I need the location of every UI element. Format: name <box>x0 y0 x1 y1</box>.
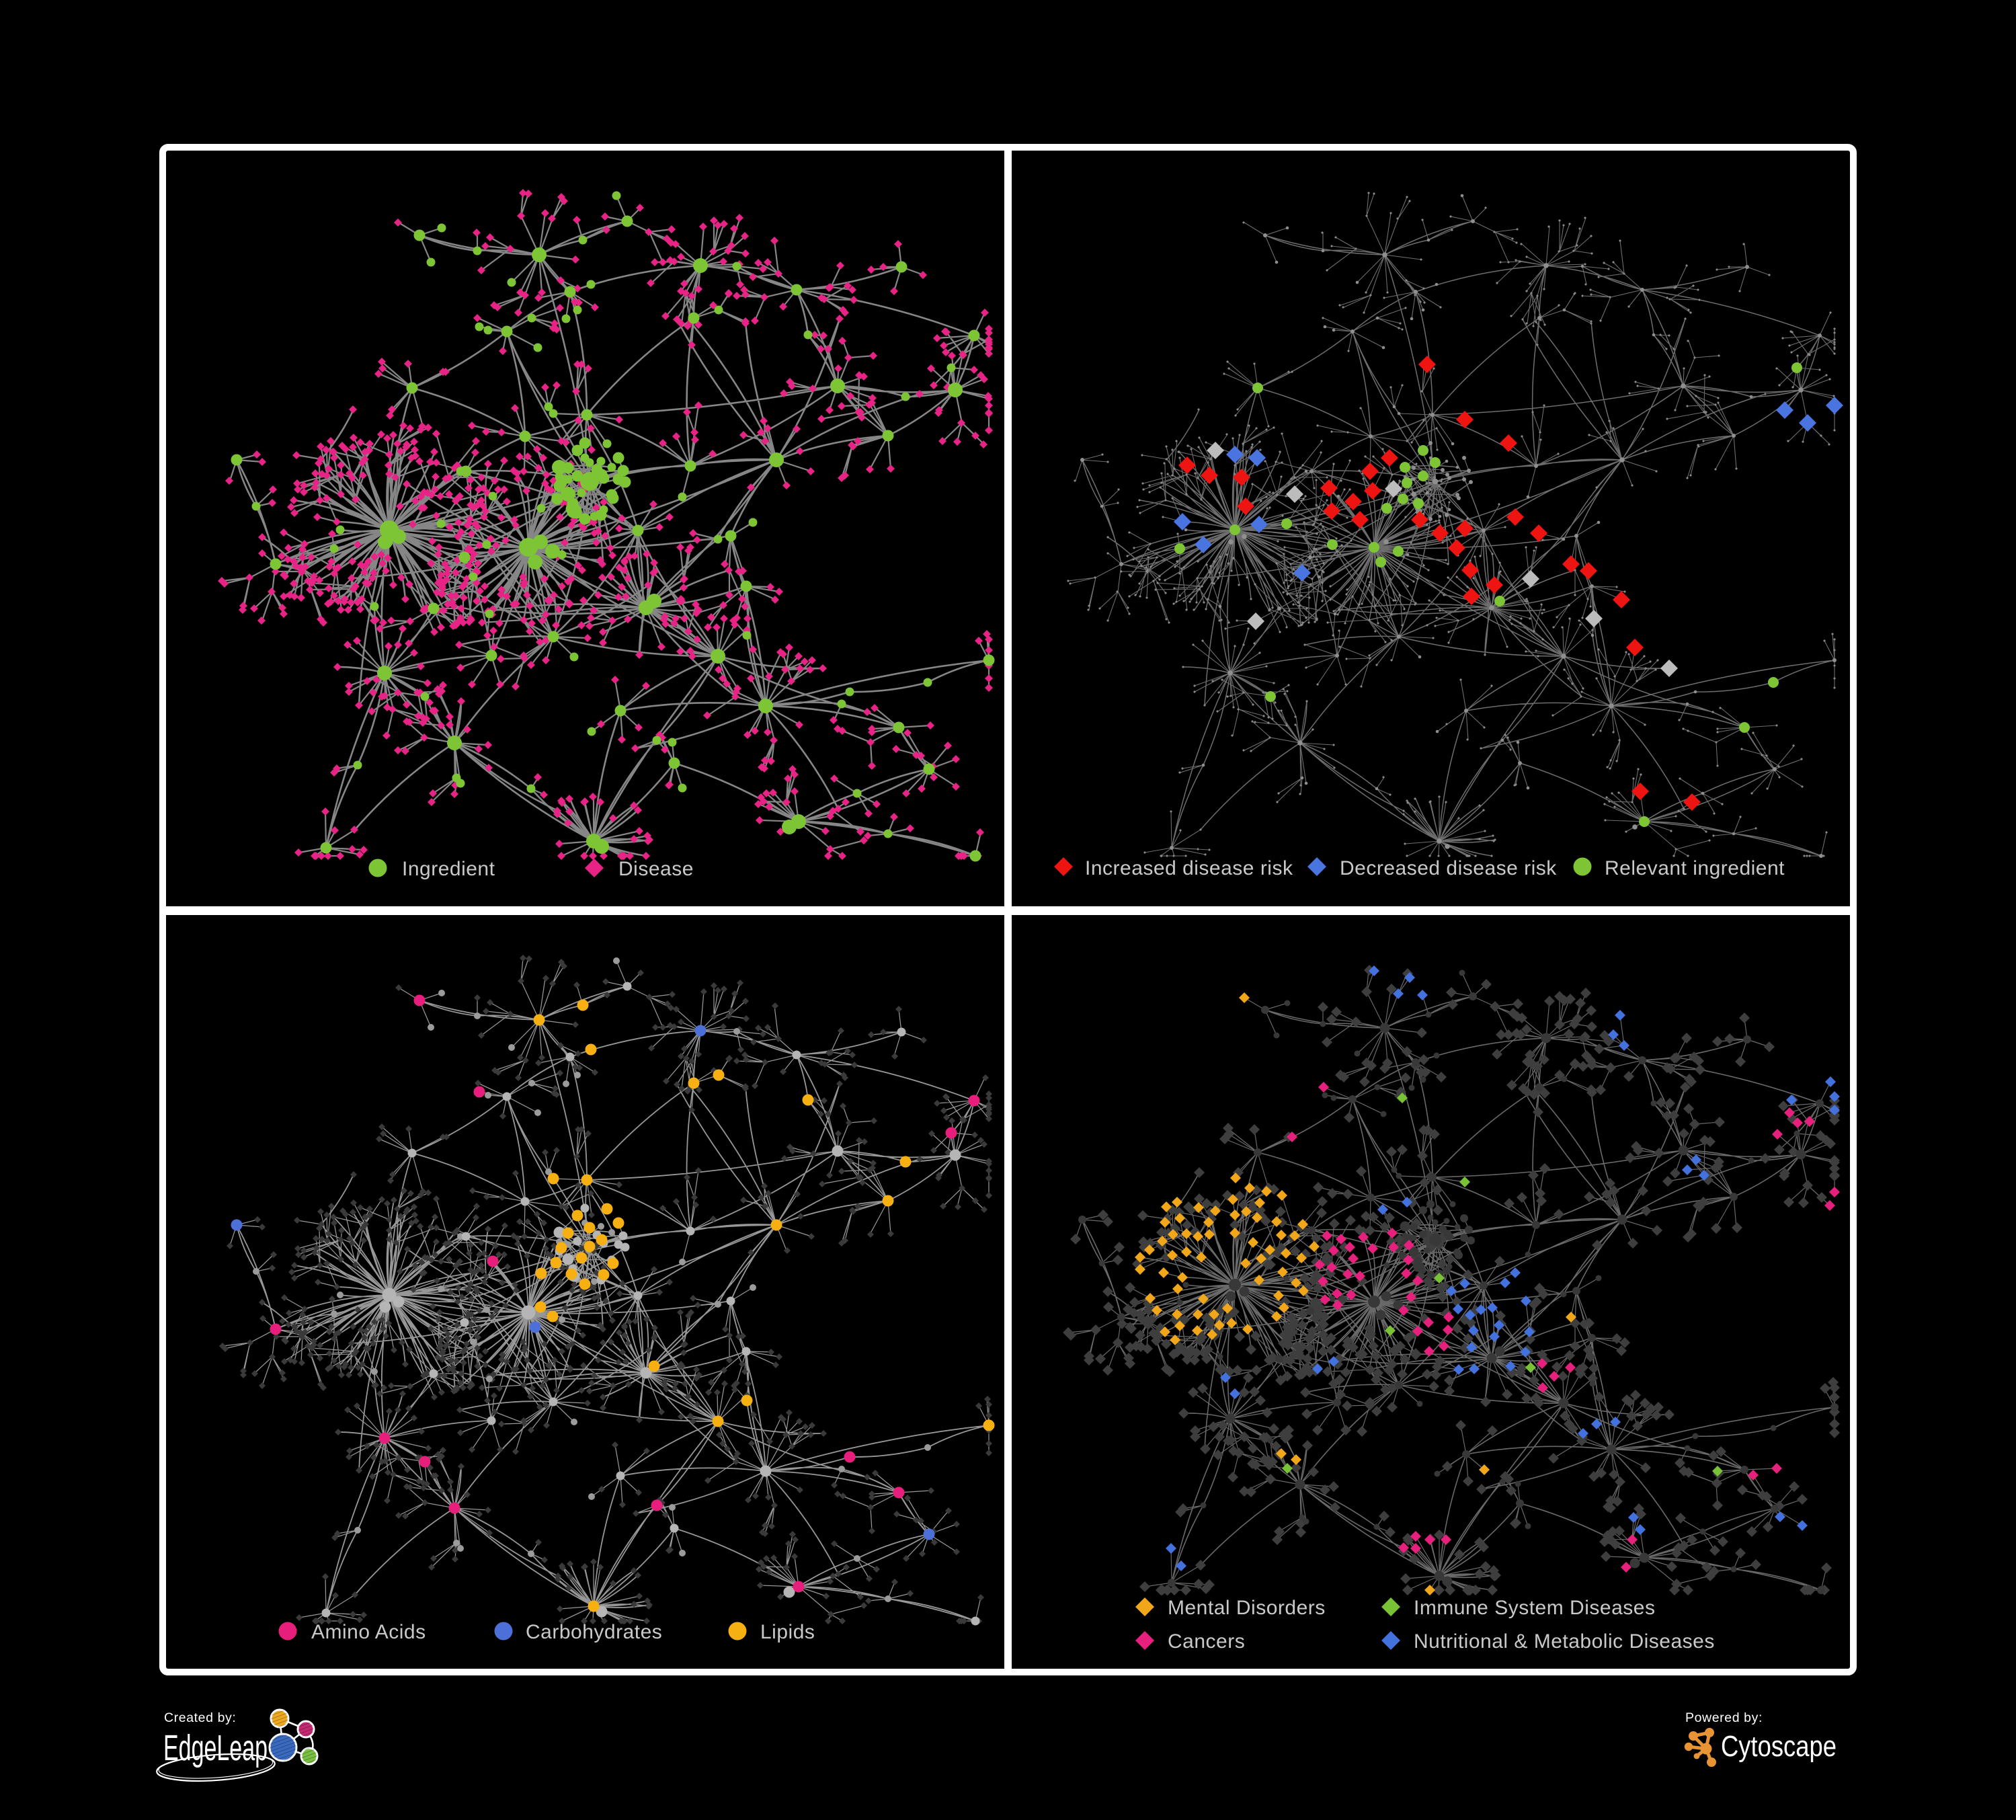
svg-text:Mental Disorders: Mental Disorders <box>1168 1597 1326 1619</box>
svg-text:Ingredient: Ingredient <box>402 858 495 880</box>
svg-text:Immune System Diseases: Immune System Diseases <box>1414 1597 1655 1619</box>
svg-text:Carbohydrates: Carbohydrates <box>526 1621 662 1643</box>
svg-text:Cytoscape: Cytoscape <box>1721 1730 1837 1763</box>
svg-text:Amino Acids: Amino Acids <box>311 1621 426 1643</box>
svg-text:Disease: Disease <box>618 858 694 880</box>
svg-text:Relevant ingredient: Relevant ingredient <box>1605 857 1785 879</box>
svg-text:Decreased disease risk: Decreased disease risk <box>1340 857 1557 879</box>
svg-text:Cancers: Cancers <box>1168 1630 1245 1653</box>
svg-text:Powered by:: Powered by: <box>1685 1710 1763 1725</box>
svg-text:Created by:: Created by: <box>164 1710 236 1725</box>
svg-text:Lipids: Lipids <box>760 1621 815 1643</box>
svg-text:Increased disease risk: Increased disease risk <box>1085 857 1293 879</box>
svg-text:EdgeLeap: EdgeLeap <box>163 1728 268 1768</box>
svg-text:Nutritional & Metabolic Diseas: Nutritional & Metabolic Diseases <box>1414 1630 1715 1653</box>
